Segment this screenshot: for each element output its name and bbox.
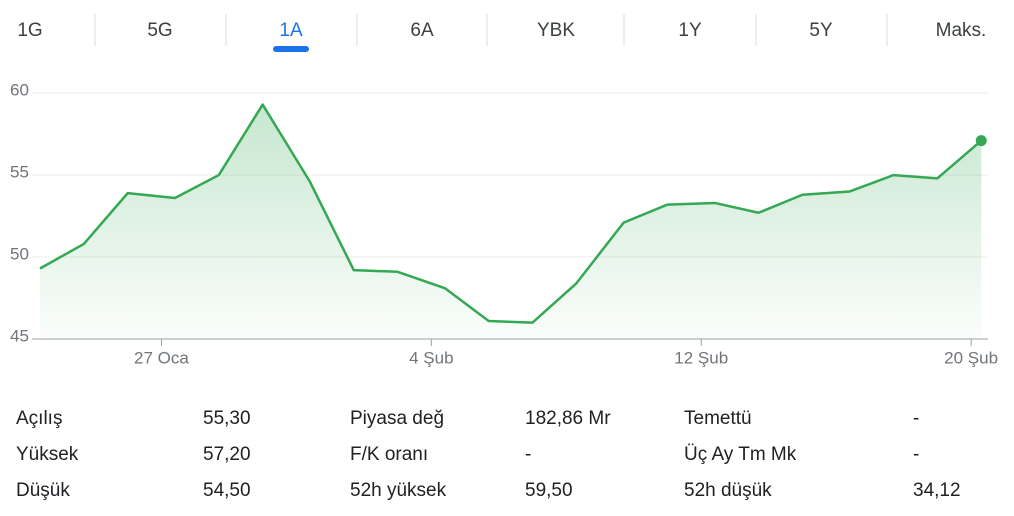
range-tab[interactable]: 5G <box>147 20 172 41</box>
y-tick-label: 50 <box>10 245 29 264</box>
range-tab[interactable]: YBK <box>537 20 575 41</box>
stat-label: Açılış <box>16 408 62 429</box>
price-line <box>39 103 983 324</box>
y-tick-label: 60 <box>10 81 29 100</box>
range-tab[interactable]: 1Y <box>678 20 702 41</box>
stat-value: 54,50 <box>203 480 251 501</box>
range-tab[interactable]: 5Y <box>809 20 833 41</box>
x-tick-label: 12 Şub <box>674 348 728 367</box>
stat-label: Üç Ay Tm Mk <box>684 444 797 465</box>
stat-value: - <box>913 444 919 465</box>
range-tab[interactable]: Maks. <box>936 20 987 41</box>
x-tick-label: 27 Oca <box>134 348 189 367</box>
stat-value: - <box>525 444 531 465</box>
stat-value: 57,20 <box>203 444 251 465</box>
stat-label: 52h düşük <box>684 480 772 501</box>
range-tab[interactable]: 1A <box>279 20 303 41</box>
y-tick-label: 45 <box>10 326 29 345</box>
last-point <box>975 135 987 147</box>
stat-label: 52h yüksek <box>350 480 447 501</box>
x-tick-label: 20 Şub <box>944 348 998 367</box>
stat-value: 182,86 Mr <box>525 408 611 429</box>
stat-label: Düşük <box>16 480 70 501</box>
stat-label: Yüksek <box>16 444 79 465</box>
stat-label: Temettü <box>684 408 752 429</box>
stat-value: 55,30 <box>203 408 251 429</box>
range-tab[interactable]: 1G <box>17 20 42 41</box>
range-tab[interactable]: 6A <box>410 20 434 41</box>
stat-value: 34,12 <box>913 480 961 501</box>
y-tick-label: 55 <box>10 163 29 182</box>
stat-label: Piyasa değ <box>350 408 444 429</box>
x-tick-label: 4 Şub <box>409 348 453 367</box>
stat-value: 59,50 <box>525 480 573 501</box>
stat-value: - <box>913 408 919 429</box>
tab-indicator <box>273 46 309 52</box>
stat-label: F/K oranı <box>350 444 428 465</box>
price-area <box>40 104 982 339</box>
